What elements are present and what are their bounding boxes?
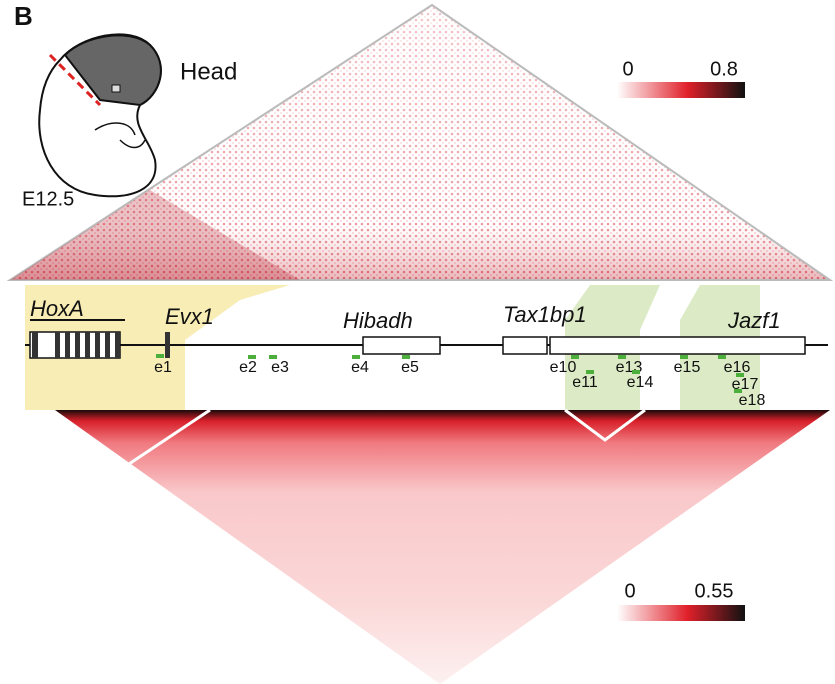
enhancer-label: e10 [550,359,577,376]
colorbar [617,605,745,621]
colorbar-min: 0 [624,580,635,602]
heatmap-top-shade [6,3,834,281]
heatmap-dense [10,190,300,280]
enhancer-label: e18 [739,392,766,409]
enhancer-label: e11 [572,374,598,391]
enhancer-mark [586,370,594,374]
enhancer-label: e5 [401,359,419,376]
colorbar [617,82,745,98]
colorbar-min: 0 [622,58,633,80]
enhancer-mark [736,373,744,377]
tissue-label: Head [180,58,237,85]
tad-boundary [119,408,211,472]
enhancer-mark [718,355,726,359]
enhancer-label: e3 [271,359,289,376]
enhancer-label: e17 [732,376,759,393]
enhancer-mark [156,354,164,358]
enhancer-label: e2 [239,359,257,376]
enhancer-mark [402,355,410,359]
hoxa-region [25,285,290,410]
enhancer-label: e14 [627,374,654,391]
gene-label: Hibadh [343,308,413,333]
gene-track [25,319,828,359]
enhancer-mark [269,355,277,359]
colorbar-max: 0.8 [710,58,738,80]
gene-label: Evx1 [165,304,214,329]
gene-label: Tax1bp1 [503,302,587,327]
tad-boundary [564,408,646,442]
gene-label: HoxA [30,296,84,321]
enhancer-mark [352,355,360,359]
enhancer-mark [734,389,742,393]
heatmap-bottom [55,410,830,684]
enhancer-label: e4 [351,359,369,376]
enhancer-label: e16 [724,359,751,376]
enhancer-mark [618,355,626,359]
gene-label: Jazf1 [727,308,781,333]
panel-label: B [14,1,33,31]
enhancer-mark [632,370,640,374]
stage-label: E12.5 [22,188,74,210]
embryo-inset [38,33,162,198]
enhancer-mark [248,355,256,359]
enhancer-mark [571,355,579,359]
enhancer-mark [680,355,688,359]
colorbar-max: 0.55 [695,580,734,602]
enhancer-label: e15 [674,359,701,376]
enhancer-label: e1 [154,359,172,376]
